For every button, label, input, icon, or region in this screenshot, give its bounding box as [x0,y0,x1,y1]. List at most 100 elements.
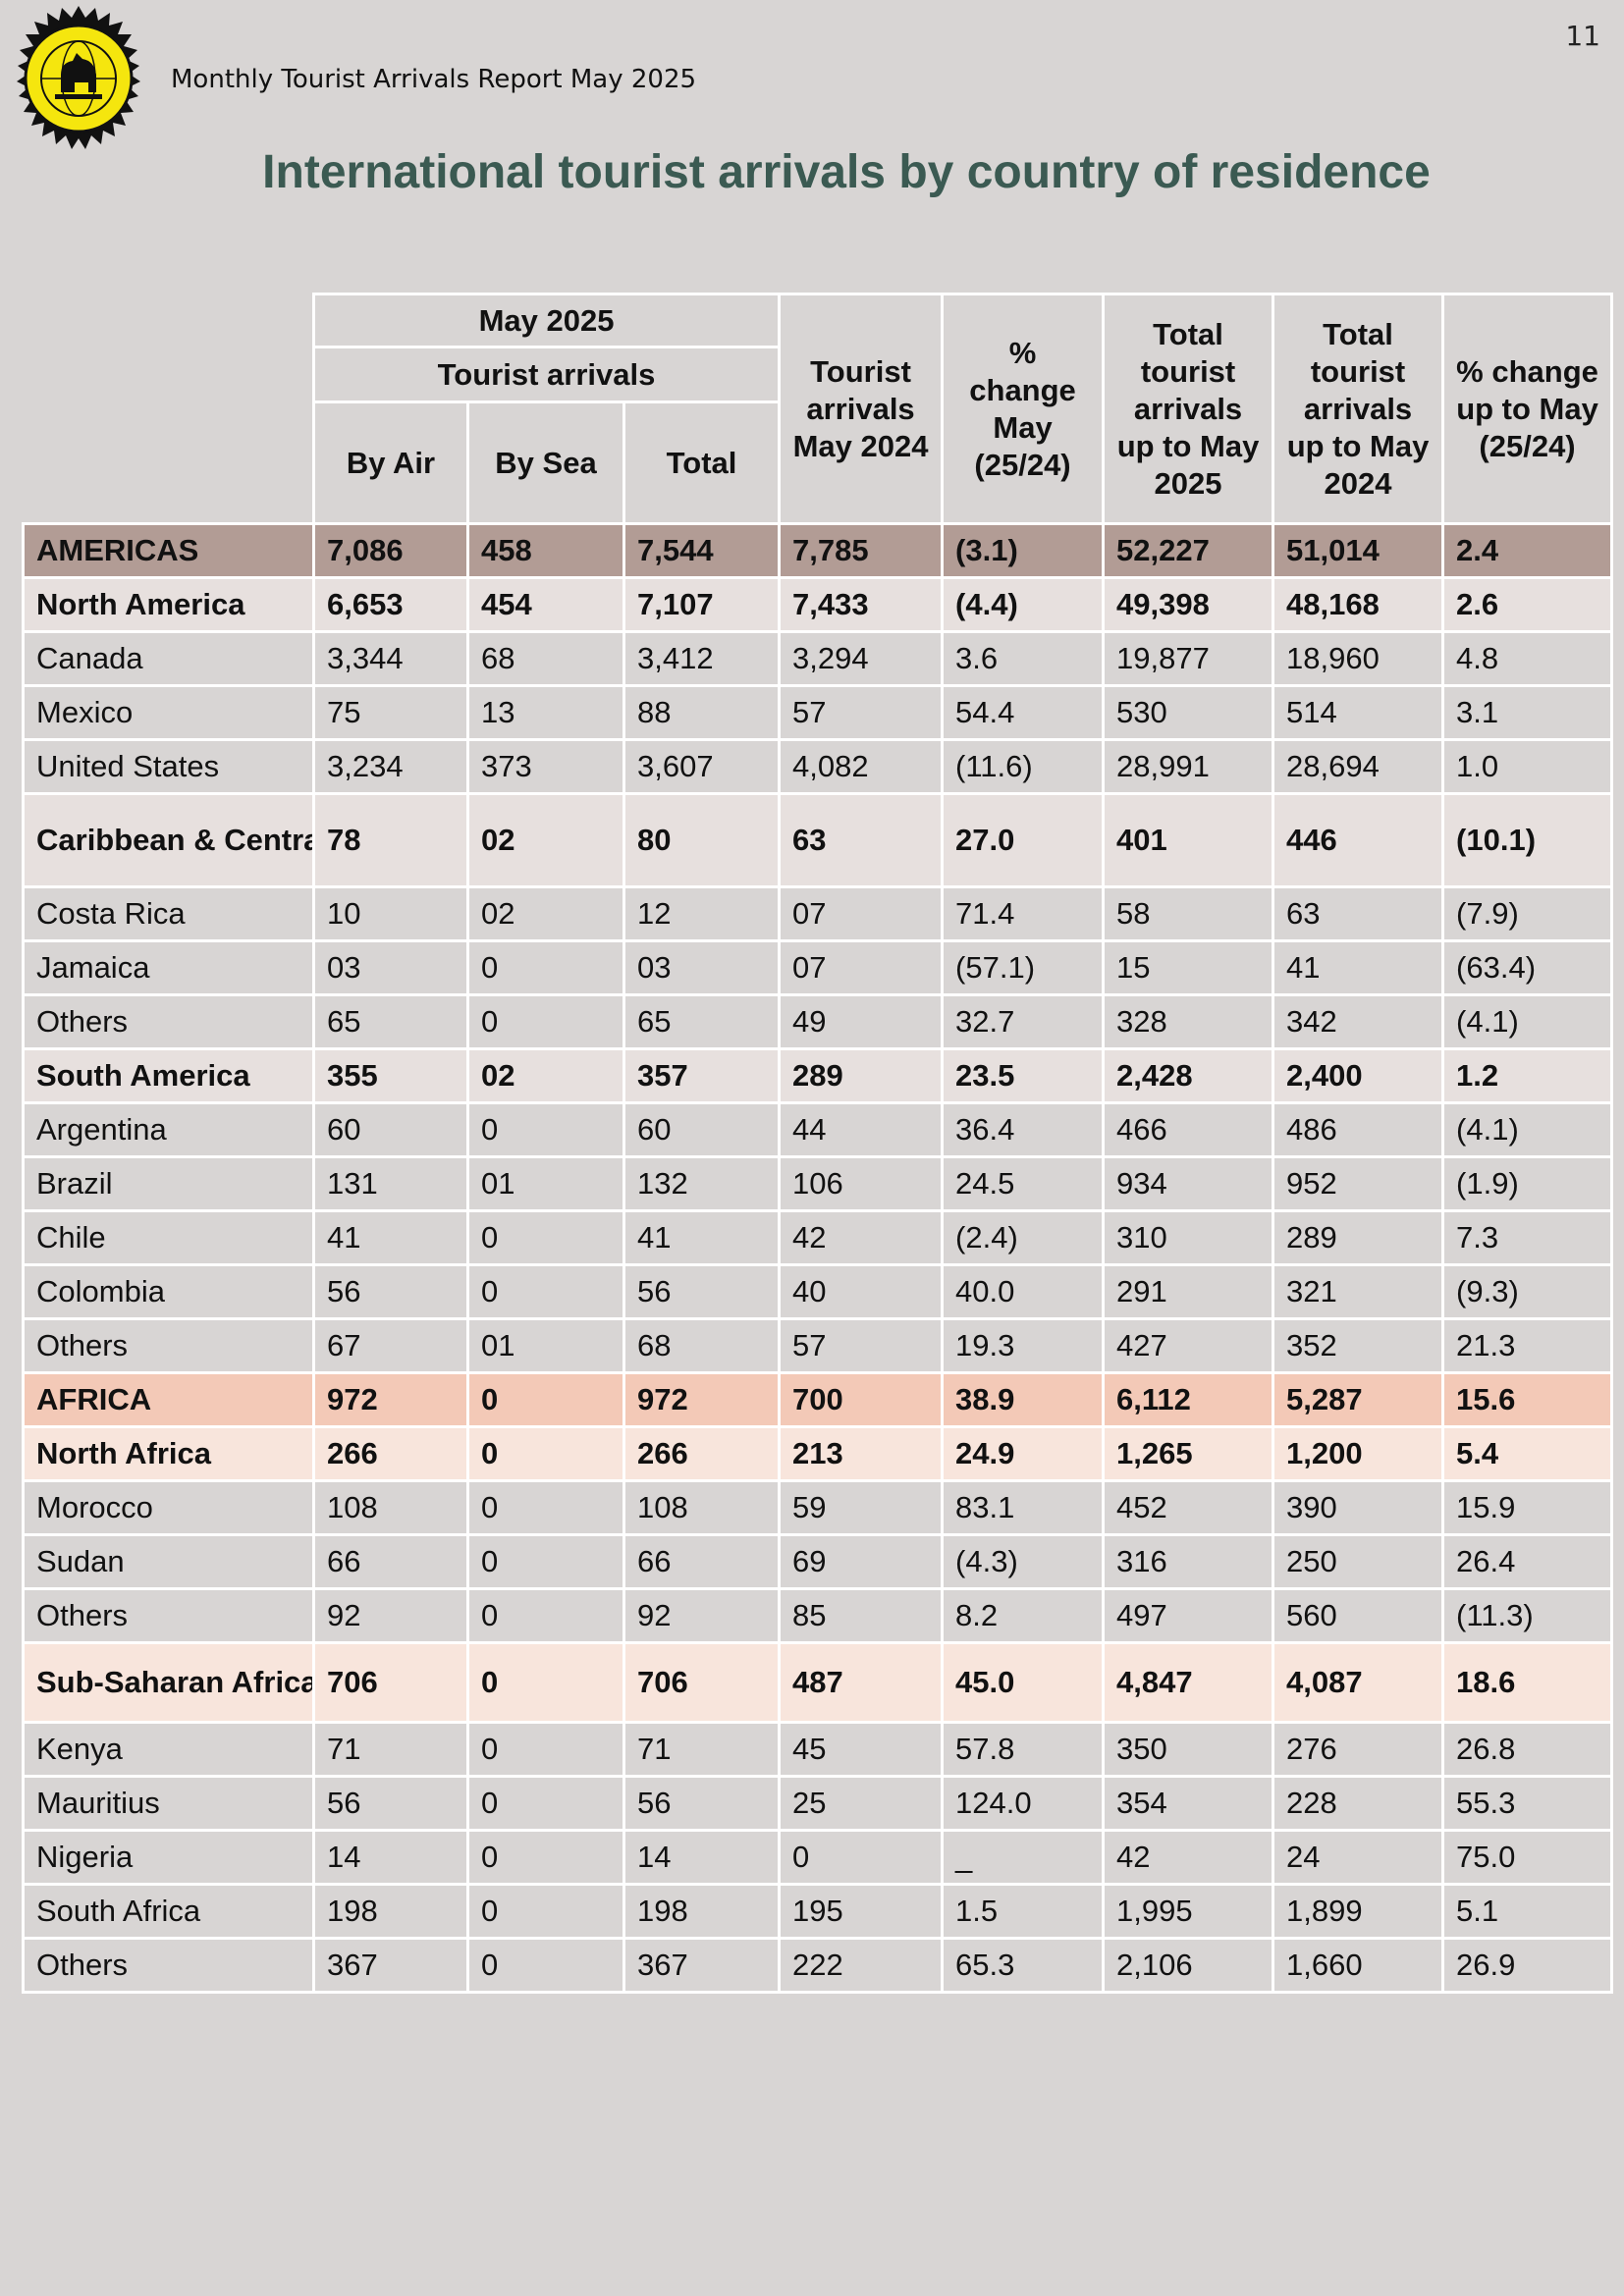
cell-pct-upto: 4.8 [1441,630,1614,687]
cell-upto2025: 316 [1102,1533,1275,1590]
cell-upto2024: 1,660 [1272,1937,1445,1994]
cell-upto2025: 354 [1102,1775,1275,1832]
cell-pct: 24.5 [941,1155,1106,1212]
cell-upto2025: 1,265 [1102,1425,1275,1482]
cell-total: 132 [622,1155,782,1212]
cell-upto2025: 4,847 [1102,1641,1275,1724]
cell-upto2024: 352 [1272,1317,1445,1374]
cell-air: 6,653 [312,576,469,633]
cell-upto2025: 2,428 [1102,1047,1275,1104]
col-header-pct-change-upto: % change up to May (25/24) [1441,293,1614,525]
cell-pct-upto: 15.9 [1441,1479,1614,1536]
cell-upto2025: 15 [1102,939,1275,996]
cell-sea: 68 [466,630,625,687]
cell-upto2025: 2,106 [1102,1937,1275,1994]
cell-total: 80 [622,792,782,888]
table-row: Chile 41 0 41 42 (2.4) 310 289 7.3 [22,1209,1614,1266]
cell-name: Others [22,1587,315,1644]
cell-upto2025: 328 [1102,993,1275,1050]
cell-sea: 13 [466,684,625,741]
cell-may2024: 222 [778,1937,945,1994]
cell-may2024: 44 [778,1101,945,1158]
cell-pct: 19.3 [941,1317,1106,1374]
cell-air: 92 [312,1587,469,1644]
cell-name: AMERICAS [22,522,315,579]
table-row: South Africa 198 0 198 195 1.5 1,995 1,899 5.1 [22,1883,1614,1940]
tourism-emblem-icon [17,6,140,149]
cell-upto2024: 1,899 [1272,1883,1445,1940]
cell-sea: 0 [466,1425,625,1482]
table-row: Morocco 108 0 108 59 83.1 452 390 15.9 [22,1479,1614,1536]
cell-name: Brazil [22,1155,315,1212]
cell-pct: 36.4 [941,1101,1106,1158]
cell-sea: 0 [466,1721,625,1778]
cell-pct-upto: 55.3 [1441,1775,1614,1832]
cell-air: 367 [312,1937,469,1994]
cell-name: Mexico [22,684,315,741]
cell-may2024: 213 [778,1425,945,1482]
cell-air: 972 [312,1371,469,1428]
cell-pct-upto: 26.4 [1441,1533,1614,1590]
cell-may2024: 49 [778,993,945,1050]
cell-pct-upto: (1.9) [1441,1155,1614,1212]
cell-total: 12 [622,885,782,942]
cell-may2024: 57 [778,1317,945,1374]
col-header-pct-change-may: % change May (25/24) [941,293,1106,525]
cell-name: Sudan [22,1533,315,1590]
cell-total: 68 [622,1317,782,1374]
cell-pct: 65.3 [941,1937,1106,1994]
report-title: Monthly Tourist Arrivals Report May 2025 [171,65,697,94]
cell-sea: 0 [466,1209,625,1266]
cell-pct-upto: 15.6 [1441,1371,1614,1428]
cell-upto2025: 497 [1102,1587,1275,1644]
cell-upto2024: 41 [1272,939,1445,996]
cell-pct-upto: 7.3 [1441,1209,1614,1266]
table-row: Costa Rica 10 02 12 07 71.4 58 63 (7.9) [22,885,1614,942]
cell-may2024: 07 [778,939,945,996]
cell-may2024: 0 [778,1829,945,1886]
cell-pct: 45.0 [941,1641,1106,1724]
cell-upto2025: 350 [1102,1721,1275,1778]
cell-pct-upto: (9.3) [1441,1263,1614,1320]
cell-upto2025: 6,112 [1102,1371,1275,1428]
cell-pct: 24.9 [941,1425,1106,1482]
col-header-total-upto-2025: Total tourist arrivals up to May 2025 [1102,293,1275,525]
cell-pct: (11.6) [941,738,1106,795]
cell-name: Costa Rica [22,885,315,942]
cell-pct-upto: 18.6 [1441,1641,1614,1724]
cell-total: 14 [622,1829,782,1886]
cell-sea: 0 [466,1587,625,1644]
cell-may2024: 63 [778,792,945,888]
cell-pct: 57.8 [941,1721,1106,1778]
cell-pct-upto: 21.3 [1441,1317,1614,1374]
cell-may2024: 07 [778,885,945,942]
cell-may2024: 700 [778,1371,945,1428]
cell-pct: (4.3) [941,1533,1106,1590]
cell-pct: (3.1) [941,522,1106,579]
cell-pct: 27.0 [941,792,1106,888]
cell-upto2024: 63 [1272,885,1445,942]
cell-total: 367 [622,1937,782,1994]
cell-air: 7,086 [312,522,469,579]
cell-total: 03 [622,939,782,996]
cell-upto2025: 427 [1102,1317,1275,1374]
cell-name: Caribbean & Central America [22,792,315,888]
cell-total: 7,107 [622,576,782,633]
cell-name: South Africa [22,1883,315,1940]
table-row: AFRICA 972 0 972 700 38.9 6,112 5,287 15.6 [22,1371,1614,1428]
cell-total: 198 [622,1883,782,1940]
cell-may2024: 7,433 [778,576,945,633]
cell-name: Mauritius [22,1775,315,1832]
cell-pct-upto: (7.9) [1441,885,1614,942]
cell-upto2025: 49,398 [1102,576,1275,633]
cell-total: 3,412 [622,630,782,687]
cell-name: Canada [22,630,315,687]
cell-upto2024: 390 [1272,1479,1445,1536]
cell-upto2025: 310 [1102,1209,1275,1266]
cell-sea: 458 [466,522,625,579]
cell-upto2024: 289 [1272,1209,1445,1266]
table-row: Jamaica 03 0 03 07 (57.1) 15 41 (63.4) [22,939,1614,996]
cell-upto2024: 5,287 [1272,1371,1445,1428]
table-row: AMERICAS 7,086 458 7,544 7,785 (3.1) 52,227 51,… [22,522,1614,579]
cell-pct: (57.1) [941,939,1106,996]
